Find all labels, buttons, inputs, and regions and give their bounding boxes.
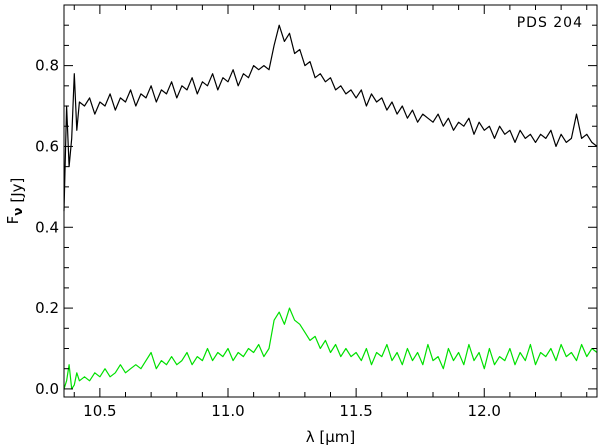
x-axis-ticks: 10.5 11.0 11.5 12.0 xyxy=(73,5,588,420)
x-tick-label: 10.5 xyxy=(83,402,116,420)
y-tick-label: 0.6 xyxy=(35,137,59,155)
residual-spectrum-line xyxy=(63,307,598,390)
y-tick-label: 0.8 xyxy=(35,57,59,75)
plot-lines xyxy=(63,24,598,390)
y-tick-label: 0.0 xyxy=(35,380,59,398)
y-axis-label-unit: [Jy] xyxy=(8,178,26,203)
y-axis-label: Fν [Jy] xyxy=(4,178,26,225)
y-axis-label-subscript: ν xyxy=(11,208,25,216)
svg-text:Fν[Jy]: Fν [Jy] xyxy=(4,178,26,225)
y-axis-label-main: F xyxy=(4,216,22,225)
plot-frame xyxy=(63,4,598,398)
y-tick-label: 0.4 xyxy=(35,218,59,236)
x-axis-label: λ [μm] xyxy=(306,428,356,446)
axes: 10.5 11.0 11.5 12.0 0.0 0.2 0.4 0.6 0.8 xyxy=(35,4,598,420)
object-annotation: PDS 204 xyxy=(517,15,583,31)
total-spectrum-line xyxy=(63,24,598,212)
y-axis-ticks: 0.0 0.2 0.4 0.6 0.8 xyxy=(35,24,597,398)
x-tick-label: 11.0 xyxy=(211,402,244,420)
x-tick-label: 11.5 xyxy=(339,402,372,420)
x-tick-label: 12.0 xyxy=(468,402,501,420)
y-tick-label: 0.2 xyxy=(35,299,59,317)
